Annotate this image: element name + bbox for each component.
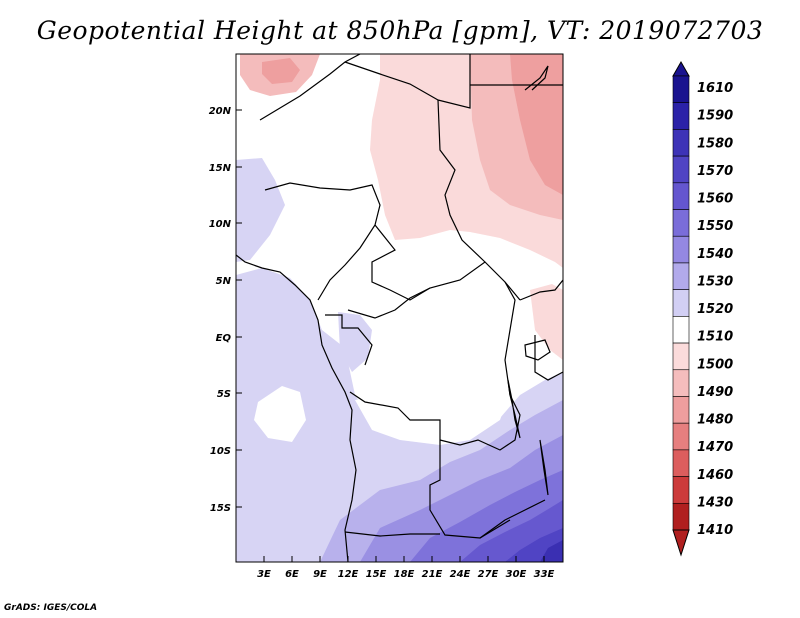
- colorbar-label: 1480: [697, 413, 733, 428]
- map-field: [236, 54, 563, 562]
- border-nigeria-niger: [264, 182, 381, 301]
- lon-label-9e: 9E: [313, 569, 327, 580]
- lon-axis: 3E 6E 9E 12E 15E 18E 21E 24E 27E 30E 33E: [257, 556, 555, 580]
- lon-label-21e: 21E: [422, 569, 443, 580]
- border-niger-libya: [344, 61, 439, 101]
- colorbar-label: 1520: [697, 302, 733, 317]
- lat-axis: 20N 15N 10N 5N EQ 5S 10S 15S: [209, 106, 242, 514]
- field-1510-ocean-hole: [254, 386, 306, 442]
- colorbar-swatch: [672, 369, 690, 397]
- coastline-west-africa: [236, 254, 357, 562]
- lon-label-33e: 33E: [534, 569, 555, 580]
- colorbar-swatch: [672, 235, 690, 264]
- border-namibia-angola: [344, 531, 440, 537]
- colorbar-label: 1530: [697, 274, 733, 289]
- border-drc-north: [347, 287, 431, 319]
- colorbar-swatch: [672, 182, 690, 210]
- lon-label-30e: 30E: [506, 569, 527, 580]
- lat-label-5s: 5S: [217, 389, 231, 400]
- map-title: Geopotential Height at 850hPa [gpm], VT:…: [36, 16, 764, 45]
- colorbar-label: 1510: [697, 330, 733, 345]
- colorbar-swatch: [672, 476, 690, 504]
- colorbar-label: 1460: [697, 468, 733, 483]
- map-frame: [235, 53, 564, 563]
- lat-label-15s: 15S: [210, 503, 231, 514]
- lon-label-15e: 15E: [366, 569, 387, 580]
- border-algeria-niger: [259, 54, 361, 121]
- colorbar-label: 1570: [697, 164, 733, 179]
- colorbar-swatch: [672, 316, 690, 344]
- colorbar-swatch: [672, 155, 690, 184]
- lat-label-eq: EQ: [216, 333, 232, 344]
- border-chad-sudan: [437, 99, 486, 263]
- lon-label-6e: 6E: [285, 569, 299, 580]
- colorbar-labels: 1610 1590 1580 1570 1560 1550 1540 1530 1520 1510…: [697, 81, 733, 538]
- colorbar-swatch: [672, 449, 690, 477]
- colorbar-swatch: [672, 289, 690, 317]
- colorbar-swatch: [672, 75, 690, 104]
- border-kenya-uganda: [534, 335, 563, 381]
- colorbar-bottom-arrow: [672, 529, 690, 557]
- colorbar-label: 1410: [697, 523, 733, 538]
- colorbar: 1610 1590 1580 1570 1560 1550 1540 1530 1520 1510…: [672, 60, 733, 557]
- border-drc-east: [439, 281, 521, 451]
- lon-label-12e: 12E: [338, 569, 359, 580]
- lat-label-5n: 5N: [216, 276, 232, 287]
- colorbar-label: 1550: [697, 219, 733, 234]
- border-chad-car: [371, 224, 521, 301]
- border-libya-egypt: [437, 54, 471, 109]
- colorbar-swatch: [672, 502, 690, 531]
- colorbar-swatch: [672, 129, 690, 157]
- field-1520-band-east: [338, 312, 372, 372]
- field-1510-interior: [355, 378, 510, 445]
- lat-label-15n: 15N: [209, 163, 232, 174]
- field-1480-nw: [262, 58, 300, 84]
- field-1480-band: [510, 54, 563, 195]
- colorbar-swatch: [672, 262, 690, 290]
- border-zambia-zimbabwe: [479, 499, 546, 539]
- lon-label-18e: 18E: [394, 569, 415, 580]
- colorbar-swatch: [672, 209, 690, 237]
- lon-label-3e: 3E: [257, 569, 271, 580]
- border-gabon-congo: [325, 314, 373, 366]
- colorbar-label: 1590: [697, 109, 733, 124]
- colorbar-label: 1540: [697, 247, 733, 262]
- lon-label-24e: 24E: [450, 569, 471, 580]
- lon-label-27e: 27E: [478, 569, 499, 580]
- colorbar-label: 1490: [697, 385, 733, 400]
- boundaries: [236, 54, 563, 562]
- colorbar-swatch: [672, 396, 690, 424]
- colorbar-label: 1470: [697, 440, 733, 455]
- colorbar-top-arrow: [672, 60, 690, 77]
- colorbar-swatch: [672, 102, 690, 130]
- lat-label-10s: 10S: [210, 446, 231, 457]
- colorbar-swatch: [672, 422, 690, 451]
- border-east-africa: [519, 279, 563, 301]
- lat-label-10n: 10N: [209, 219, 232, 230]
- colorbar-swatch: [672, 342, 690, 371]
- field-1520-band-north: [236, 158, 285, 262]
- lake-victoria: [524, 339, 551, 361]
- colorbar-label: 1580: [697, 136, 733, 151]
- lake-malawi: [539, 439, 549, 496]
- colorbar-label: 1430: [697, 495, 733, 510]
- colorbar-label: 1610: [697, 81, 733, 96]
- colorbar-label: 1500: [697, 357, 733, 372]
- colorbar-boxes: [672, 75, 690, 531]
- lake-tanganyika: [507, 379, 521, 439]
- colorbar-label: 1560: [697, 192, 733, 207]
- lat-label-20n: 20N: [209, 106, 232, 117]
- field-1500-east: [530, 284, 563, 360]
- field-1580-band: [540, 540, 563, 562]
- red-sea-coast: [524, 65, 549, 91]
- border-angola-drc: [349, 391, 441, 450]
- grads-credit: GrADS: IGES/COLA: [4, 603, 98, 613]
